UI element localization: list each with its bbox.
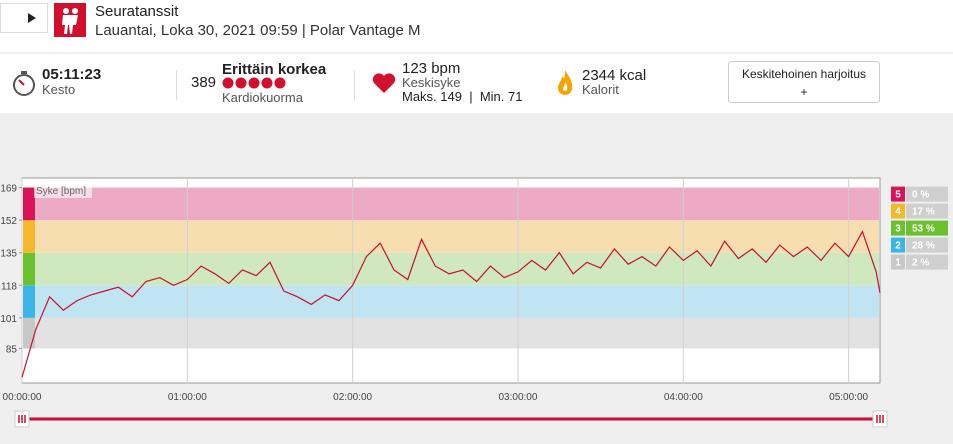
calories: 2344 kcal: [582, 67, 647, 84]
zone-band: [23, 187, 879, 221]
zone-band: [23, 285, 879, 318]
zone-legend-box: [906, 237, 948, 253]
timer-icon: [13, 71, 35, 96]
zone-legend-swatch: [891, 220, 905, 236]
zone-number: 1: [895, 258, 901, 269]
zone-band: [23, 220, 879, 253]
y-axis-label: Syke [bpm]: [36, 186, 86, 197]
cardio-label: Kardiokuorma: [222, 90, 303, 105]
avg-hr: 123 bpm: [402, 60, 461, 77]
x-tick-label: 00:00:00: [3, 392, 42, 403]
y-tick-label: 152: [0, 216, 17, 227]
zone-band: [23, 252, 879, 286]
x-tick-label: 01:00:00: [168, 392, 207, 403]
sport-icon: [54, 3, 86, 37]
zone-band: [23, 317, 879, 349]
zone-legend-box: [906, 220, 948, 236]
zone-legend-swatch: [891, 186, 905, 202]
avg-hr-label: Keskisyke: [402, 75, 461, 90]
duration: 05:11:23: [42, 66, 102, 83]
separator: [176, 70, 177, 100]
y-tick-label: 169: [0, 184, 17, 195]
flame-icon: [558, 70, 573, 95]
zone-legend-box: [906, 203, 948, 219]
load-dots: [222, 77, 286, 89]
zone-strip: [23, 317, 35, 349]
hr-sep: |: [469, 89, 473, 104]
zone-percent: 2 %: [912, 258, 929, 269]
zone-legend-swatch: [891, 237, 905, 253]
cardio-level: Erittäin korkea: [222, 61, 327, 78]
zone-strip: [23, 220, 35, 253]
max-hr: Maks. 149: [402, 89, 462, 104]
play-button[interactable]: [0, 3, 48, 33]
zone-number: 2: [895, 241, 901, 252]
x-tick-label: 04:00:00: [664, 392, 703, 403]
zone-legend-box: [906, 186, 948, 202]
zone-legend-swatch: [891, 254, 905, 270]
zone-percent: 28 %: [912, 241, 935, 252]
button-label: Keskitehoinen harjoitus: [741, 67, 867, 81]
zone-number: 3: [895, 224, 901, 235]
min-hr: Min. 71: [479, 89, 523, 104]
dance-icon: [62, 8, 78, 34]
subtitle: Lauantai, Loka 30, 2021 09:59 | Polar Va…: [95, 22, 421, 39]
button-plus: +: [800, 85, 808, 99]
cardio-load: 389: [191, 74, 217, 91]
y-tick-label: 118: [1, 281, 17, 292]
title: Seuratanssit: [95, 3, 179, 20]
hr-line: [21, 230, 881, 378]
zone-strip: [23, 252, 35, 286]
play-icon: [28, 13, 36, 23]
hr-range: Maks. 149 | Min. 71: [402, 89, 522, 104]
y-tick-label: 85: [6, 345, 18, 356]
zone-number: 5: [895, 190, 901, 201]
zone-percent: 17 %: [912, 207, 935, 218]
zone-percent: 53 %: [912, 224, 935, 235]
y-tick-label: 101: [0, 314, 17, 325]
heart-icon: [372, 73, 396, 93]
x-tick-label: 05:00:00: [829, 392, 868, 403]
zone-strip: [23, 187, 35, 221]
top-bar: Seuratanssit Lauantai, Loka 30, 2021 09:…: [0, 0, 953, 52]
stats-bar: 05:11:23 Kesto 389 Erittäin korkea Kardi…: [0, 54, 953, 113]
zone-legend-box: [906, 254, 948, 270]
x-tick-label: 03:00:00: [499, 392, 538, 403]
zone-number: 4: [895, 207, 901, 218]
hr-chart: 1 2 % 2 28 % 3 53 % 4 17 % 5 0 % 00:00:00 01:00:00 0…: [0, 177, 948, 428]
zone-strip: [23, 285, 35, 318]
calories-label: Kalorit: [582, 82, 619, 97]
y-label-bg: [34, 184, 92, 198]
duration-label: Kesto: [42, 82, 76, 97]
x-tick-label: 02:00:00: [333, 392, 372, 403]
zone-percent: 0 %: [912, 190, 929, 201]
training-benefit-button[interactable]: Keskitehoinen harjoitus +: [728, 61, 880, 103]
y-tick-label: 135: [0, 249, 17, 260]
separator: [354, 70, 355, 100]
zone-legend-swatch: [891, 203, 905, 219]
